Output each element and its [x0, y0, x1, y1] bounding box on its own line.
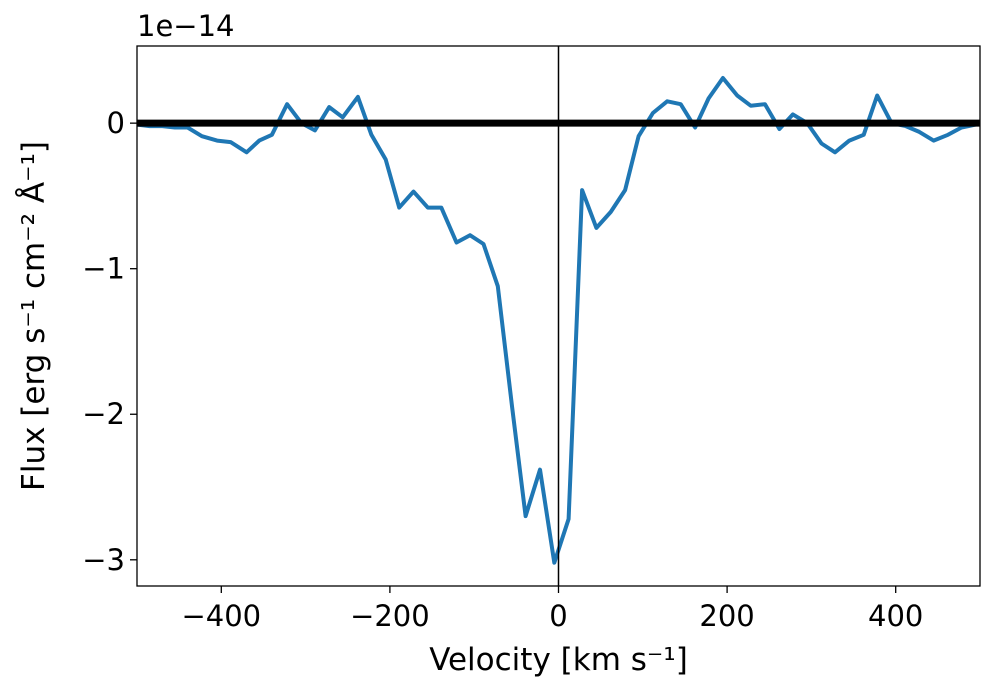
axis-ticks: −400 −200 0 200 400 0 −1 −2 −3	[82, 106, 923, 633]
y-tick-label: −3	[82, 543, 125, 577]
plot-area	[137, 46, 980, 586]
x-tick-label: 400	[868, 599, 923, 633]
x-tick-label: −200	[350, 599, 430, 633]
x-tick-label: 200	[699, 599, 754, 633]
x-tick-label: 0	[549, 599, 567, 633]
x-tick-label: −400	[181, 599, 261, 633]
y-tick-label: 0	[107, 106, 125, 140]
plot-frame	[136, 45, 981, 587]
y-tick-label: −2	[82, 397, 125, 431]
series-line-0	[137, 76, 978, 565]
x-axis-label: Velocity [km s⁻¹]	[429, 642, 688, 678]
y-offset-label: 1e−14	[137, 9, 235, 43]
y-axis-label: Flux [erg s⁻¹ cm⁻² Å⁻¹]	[16, 141, 52, 491]
y-tick-label: −1	[82, 252, 125, 286]
